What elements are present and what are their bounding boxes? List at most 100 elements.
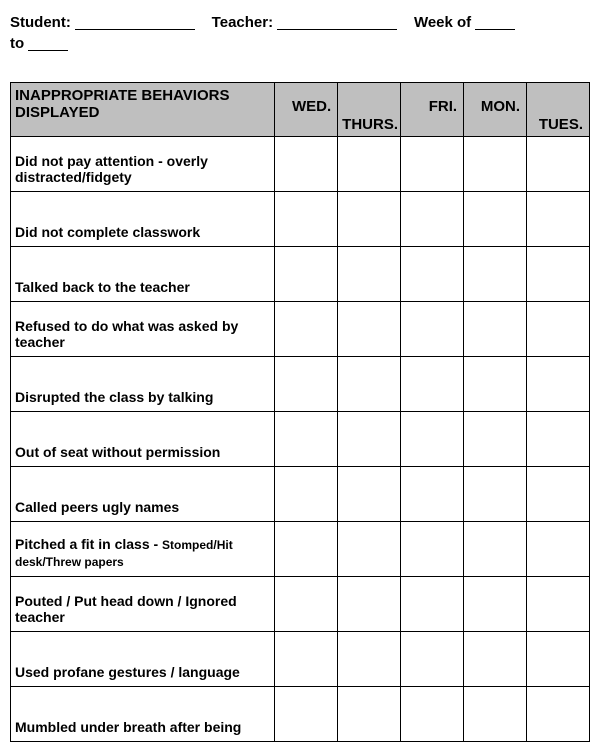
- day-cell[interactable]: [527, 137, 590, 192]
- day-cell[interactable]: [275, 357, 338, 412]
- column-header-behaviors: INAPPROPRIATE BEHAVIORS DISPLAYED: [11, 83, 275, 137]
- day-cell[interactable]: [527, 412, 590, 467]
- day-cell[interactable]: [464, 632, 527, 687]
- day-cell[interactable]: [464, 357, 527, 412]
- column-header-fri: FRI.: [401, 83, 464, 137]
- table-row: Mumbled under breath after being: [11, 687, 590, 742]
- day-cell[interactable]: [464, 467, 527, 522]
- day-cell[interactable]: [275, 632, 338, 687]
- day-cell[interactable]: [275, 412, 338, 467]
- day-cell[interactable]: [401, 192, 464, 247]
- day-cell[interactable]: [275, 577, 338, 632]
- behavior-text: Pitched a fit in class -: [15, 536, 162, 552]
- week-to-blank[interactable]: [28, 50, 68, 51]
- day-cell[interactable]: [527, 302, 590, 357]
- day-cell[interactable]: [527, 687, 590, 742]
- day-cell[interactable]: [464, 522, 527, 577]
- day-cell[interactable]: [464, 247, 527, 302]
- behaviors-header-text: INAPPROPRIATE BEHAVIORS DISPLAYED: [15, 87, 229, 121]
- day-cell[interactable]: [401, 247, 464, 302]
- table-row: Did not pay attention - overly distracte…: [11, 137, 590, 192]
- day-cell[interactable]: [338, 412, 401, 467]
- day-cell[interactable]: [527, 247, 590, 302]
- table-row: Pouted / Put head down / Ignored teacher: [11, 577, 590, 632]
- day-cell[interactable]: [464, 192, 527, 247]
- student-label: Student:: [10, 14, 71, 31]
- behavior-cell: Called peers ugly names: [11, 467, 275, 522]
- day-cell[interactable]: [464, 302, 527, 357]
- behavior-cell: Talked back to the teacher: [11, 247, 275, 302]
- table-row: Used profane gestures / language: [11, 632, 590, 687]
- day-cell[interactable]: [527, 632, 590, 687]
- day-cell[interactable]: [275, 467, 338, 522]
- day-cell[interactable]: [338, 137, 401, 192]
- day-cell[interactable]: [527, 467, 590, 522]
- day-cell[interactable]: [338, 247, 401, 302]
- day-cell[interactable]: [275, 137, 338, 192]
- behavior-cell: Disrupted the class by talking: [11, 357, 275, 412]
- day-cell[interactable]: [464, 687, 527, 742]
- column-header-tues: TUES.: [527, 83, 590, 137]
- table-row: Out of seat without permission: [11, 412, 590, 467]
- behavior-cell: Did not complete classwork: [11, 192, 275, 247]
- day-cell[interactable]: [401, 357, 464, 412]
- day-cell[interactable]: [401, 687, 464, 742]
- day-cell[interactable]: [338, 687, 401, 742]
- day-label-mon: MON.: [468, 99, 522, 114]
- day-label-thurs: THURS.: [342, 117, 396, 132]
- day-cell[interactable]: [527, 192, 590, 247]
- table-row: Pitched a fit in class - Stomped/Hit des…: [11, 522, 590, 577]
- day-cell[interactable]: [338, 632, 401, 687]
- table-header-row: INAPPROPRIATE BEHAVIORS DISPLAYED WED. T…: [11, 83, 590, 137]
- column-header-thurs: THURS.: [338, 83, 401, 137]
- day-cell[interactable]: [275, 687, 338, 742]
- day-cell[interactable]: [338, 192, 401, 247]
- day-cell[interactable]: [401, 137, 464, 192]
- behavior-cell: Refused to do what was asked by teacher: [11, 302, 275, 357]
- week-label: Week of: [414, 14, 471, 31]
- table-row: Refused to do what was asked by teacher: [11, 302, 590, 357]
- day-label-wed: WED.: [279, 99, 333, 114]
- day-cell[interactable]: [464, 137, 527, 192]
- day-label-fri: FRI.: [405, 99, 459, 114]
- table-row: Did not complete classwork: [11, 192, 590, 247]
- column-header-mon: MON.: [464, 83, 527, 137]
- form-header: Student: Teacher: Week of to: [10, 12, 590, 54]
- day-cell[interactable]: [527, 522, 590, 577]
- behavior-cell: Used profane gestures / language: [11, 632, 275, 687]
- column-header-wed: WED.: [275, 83, 338, 137]
- day-cell[interactable]: [527, 357, 590, 412]
- behavior-cell: Mumbled under breath after being: [11, 687, 275, 742]
- day-cell[interactable]: [338, 302, 401, 357]
- day-cell[interactable]: [338, 467, 401, 522]
- day-cell[interactable]: [401, 632, 464, 687]
- behavior-cell: Did not pay attention - overly distracte…: [11, 137, 275, 192]
- to-label: to: [10, 35, 24, 52]
- day-cell[interactable]: [527, 577, 590, 632]
- teacher-blank[interactable]: [277, 29, 397, 30]
- table-row: Disrupted the class by talking: [11, 357, 590, 412]
- day-cell[interactable]: [401, 577, 464, 632]
- day-cell[interactable]: [401, 302, 464, 357]
- day-cell[interactable]: [464, 577, 527, 632]
- student-blank[interactable]: [75, 29, 195, 30]
- table-row: Called peers ugly names: [11, 467, 590, 522]
- day-cell[interactable]: [464, 412, 527, 467]
- day-cell[interactable]: [275, 522, 338, 577]
- day-label-tues: TUES.: [531, 117, 585, 132]
- behavior-cell: Out of seat without permission: [11, 412, 275, 467]
- day-cell[interactable]: [338, 522, 401, 577]
- behavior-table: INAPPROPRIATE BEHAVIORS DISPLAYED WED. T…: [10, 82, 590, 742]
- day-cell[interactable]: [275, 192, 338, 247]
- day-cell[interactable]: [338, 357, 401, 412]
- day-cell[interactable]: [401, 412, 464, 467]
- day-cell[interactable]: [401, 522, 464, 577]
- day-cell[interactable]: [401, 467, 464, 522]
- table-body: Did not pay attention - overly distracte…: [11, 137, 590, 742]
- table-row: Talked back to the teacher: [11, 247, 590, 302]
- day-cell[interactable]: [275, 247, 338, 302]
- day-cell[interactable]: [275, 302, 338, 357]
- week-from-blank[interactable]: [475, 29, 515, 30]
- day-cell[interactable]: [338, 577, 401, 632]
- teacher-label: Teacher:: [212, 14, 273, 31]
